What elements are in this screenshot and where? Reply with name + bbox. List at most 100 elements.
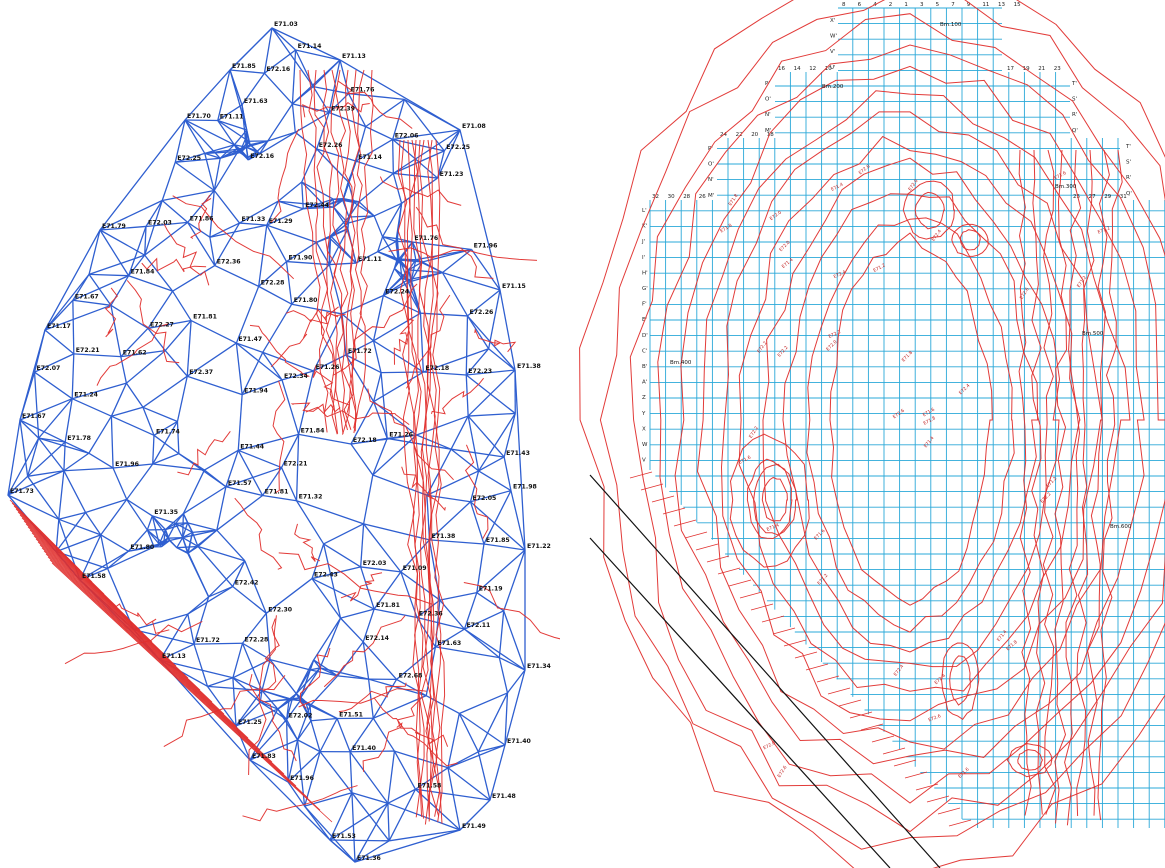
elevation-label: E71.98 [513,484,537,491]
contour-line [406,139,425,817]
tin-edge [395,203,403,242]
elevation-label: E71.14 [298,43,322,50]
tin-edge [235,342,283,381]
tin-edge [408,269,443,274]
column-label: 18 [767,132,774,138]
tin-edge [368,678,427,697]
tin-edge [312,313,343,372]
elevation-label: E72.11 [467,622,491,629]
tin-edge [194,642,243,645]
tin-edge [297,370,315,435]
tin-edge [112,467,128,500]
tin-edge [147,327,166,352]
tin-edge [204,153,215,191]
elevation-label: E71.43 [506,450,530,457]
tin-edge [447,751,479,769]
contour-value-label: E72.0 [769,210,783,222]
column-label: 27 [1089,194,1096,200]
tin-edge [395,240,413,243]
contour-value-label: E72.0 [762,740,776,751]
tin-edge [100,534,109,569]
column-label: 17 [1007,66,1014,72]
contour-line [464,444,489,539]
tin-edge [360,523,365,567]
tin-edge [296,500,364,525]
shore-hatch [29,529,201,691]
tin-edge [425,695,460,715]
tin-edge [358,172,394,203]
tin-edge [71,353,75,399]
tin-edge [174,161,215,191]
contour-line [1054,149,1068,824]
tin-edge [313,617,342,661]
elevation-label: E71.49 [462,823,486,830]
tin-edge [175,522,193,533]
tin-contour-map: E71.03 E71.13 E71.08 E71.15 E71.38 E71.22 E71.… [7,21,560,863]
tin-edge [328,235,332,265]
elevation-label: E71.13 [162,653,186,660]
tin-edge [392,138,445,152]
tin-edge [286,241,317,263]
elevation-label: E71.78 [67,435,91,442]
tin-edge [206,685,237,727]
column-label: 16 [778,66,785,72]
tin-edge [426,494,471,503]
elevation-label: E72.28 [261,279,285,286]
tin-edge [311,578,342,619]
tin-edge [232,586,267,614]
tin-edge [217,120,235,146]
tin-edge [311,543,325,579]
column-label: 31 [1120,194,1127,200]
tin-edge [506,669,526,694]
elevation-label: E71.34 [527,663,551,670]
tin-edge [217,119,247,131]
elevation-label: E71.80 [294,297,318,304]
benchmark-label: Bm.500 [1082,331,1104,337]
contour-value-label: E71.6 [957,766,971,779]
contour-line [262,618,280,692]
contour-line [1031,149,1046,815]
contour-line [104,287,118,338]
tin-edge [217,69,231,121]
tin-edge [392,139,394,174]
tin-edge [415,248,472,261]
tin-edge [477,751,491,801]
tin-edge [147,319,192,329]
tin-edge [58,470,65,520]
tin-edge [204,144,235,155]
tin-edge [89,273,129,277]
tin-edge [342,199,360,203]
elevation-label: E72.44 [305,202,329,209]
elevation-label: E71.79 [102,223,126,230]
tin-edge [152,463,205,471]
tin-edge [27,475,60,520]
tin-edge [235,701,261,727]
tin-edge [373,202,402,217]
tin-edge [88,254,145,275]
tin-edge [383,280,412,297]
elevation-label: E72.23 [468,368,492,375]
contour-value-label: E71.4 [830,182,844,193]
contour-line [738,135,1081,692]
tin-edge [125,382,144,408]
tin-edge [416,434,452,450]
elevation-label: E71.17 [47,323,71,330]
contour-line [941,642,980,720]
contour-value-label: E72.4 [893,664,906,678]
tin-edge [277,708,299,741]
shore-hatch [27,526,189,679]
elevation-label: E71.81 [265,489,289,496]
elevation-label: E72.39 [331,106,355,113]
tin-edge [247,150,258,159]
tin-edge [483,543,526,551]
elevation-label: E71.62 [123,350,147,357]
tin-edge [176,537,184,549]
tin-edge [441,272,469,317]
tin-edge [85,498,127,514]
grid-row-labels: X'W'V'U'T'S'R'Q'P'O'N'M'T'S'R'Q'P'O'N'M'… [641,18,1132,464]
tin-edge [319,617,342,669]
tin-edge [172,265,216,292]
tin-edge [7,494,60,520]
tin-edge [174,119,186,163]
row-label: O' [765,97,771,103]
